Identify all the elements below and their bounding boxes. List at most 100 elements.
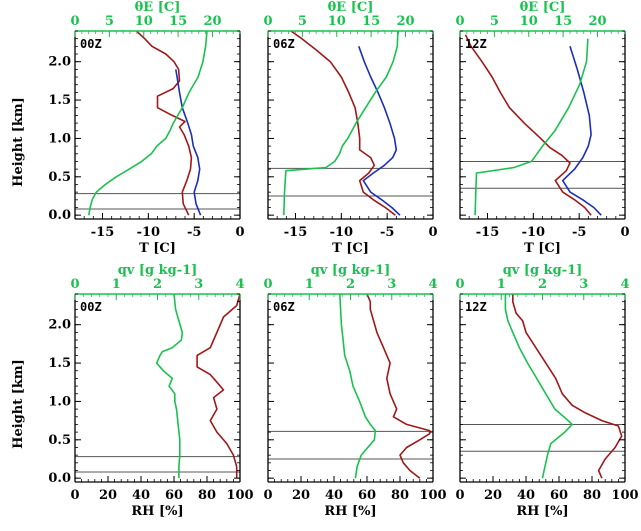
y-tick-label: 0.5 — [48, 433, 71, 448]
x-tick-label: 60 — [165, 488, 183, 503]
panel-label: 12Z — [465, 300, 487, 314]
x2-tick-label: 10 — [328, 14, 346, 29]
series-thetae-line — [474, 38, 589, 216]
x-tick-label: 40 — [517, 488, 535, 503]
x2-axis-label: θE [C] — [520, 0, 566, 15]
y-axis-label-top: Height [km] — [11, 97, 26, 187]
x2-tick-label: 4 — [620, 277, 629, 292]
x2-tick-label: 15 — [362, 14, 380, 29]
y-tick-label: 0.0 — [48, 208, 71, 223]
x-tick-label: 0 — [235, 225, 244, 240]
series-td-line — [561, 46, 602, 216]
x-tick-label: 0 — [70, 488, 79, 503]
x-tick-label: 0 — [455, 488, 464, 503]
x2-axis-label: qv [g kg-1] — [503, 263, 583, 278]
series-qv-line — [155, 294, 184, 479]
x2-tick-label: 0 — [70, 14, 79, 29]
x-tick-label: -15 — [476, 225, 500, 240]
y-tick-label: 1.5 — [48, 356, 71, 371]
y-axis-label-bottom: Height [km] — [11, 359, 26, 449]
x2-tick-label: 4 — [235, 277, 244, 292]
x2-axis-label: θE [C] — [328, 0, 374, 15]
series-rh-line — [511, 294, 623, 479]
x2-tick-label: 3 — [579, 277, 588, 292]
panel-bottom-06z: 0 20 40 60 80 100 0 1 2 3 4 06Z RH [%] qv [g kg-1] — [263, 263, 446, 519]
panel-label: 00Z — [80, 37, 102, 51]
series-rh-line — [366, 294, 431, 479]
series-t-line — [464, 34, 592, 216]
x-tick-label: 0 — [263, 488, 272, 503]
x2-tick-label: 0 — [455, 14, 464, 29]
y-tick-label: 2.0 — [48, 318, 71, 333]
x2-tick-label: 2 — [538, 277, 547, 292]
panel-label: 06Z — [273, 37, 295, 51]
series-td-line — [175, 69, 202, 216]
x-tick-label: -10 — [137, 225, 161, 240]
x-tick-label: -5 — [572, 225, 586, 240]
x2-axis-label: θE [C] — [135, 0, 181, 15]
x-tick-label: 100 — [226, 488, 253, 503]
y-tick-label: 1.0 — [48, 131, 71, 146]
x2-tick-label: 2 — [346, 277, 355, 292]
x2-tick-label: 0 — [70, 277, 79, 292]
x2-tick-label: 2 — [153, 277, 162, 292]
y-tick-label: 1.0 — [48, 394, 71, 409]
y-tick-label: 0.5 — [48, 170, 71, 185]
panel-bottom-12z: 0 20 40 60 80 100 0 1 2 3 4 12Z RH [%] qv [g kg-1] — [455, 263, 638, 519]
x2-tick-label: 10 — [520, 14, 538, 29]
x2-tick-label: 15 — [554, 14, 572, 29]
x2-tick-label: 0 — [263, 14, 272, 29]
x-tick-label: -5 — [380, 225, 394, 240]
x-tick-label: 40 — [325, 488, 343, 503]
x2-axis-label: qv [g kg-1] — [118, 263, 198, 278]
panel-label: 00Z — [80, 300, 102, 314]
x-tick-label: -15 — [284, 225, 308, 240]
x-tick-label: 20 — [484, 488, 502, 503]
panel-label: 06Z — [273, 300, 295, 314]
x2-tick-label: 1 — [305, 277, 314, 292]
x-tick-label: 0 — [428, 225, 437, 240]
x-tick-label: 80 — [198, 488, 216, 503]
x-tick-label: 80 — [391, 488, 409, 503]
series-thetae-line — [88, 31, 208, 216]
x-tick-label: 60 — [550, 488, 568, 503]
x-tick-label: 20 — [99, 488, 117, 503]
x2-tick-label: 0 — [263, 277, 272, 292]
x-axis-label: T [C] — [524, 241, 561, 256]
x2-tick-label: 20 — [203, 14, 221, 29]
series-t-line — [135, 31, 193, 216]
x-axis-label: T [C] — [139, 241, 176, 256]
series-t-line — [290, 31, 396, 216]
y-tick-label: 0.0 — [48, 471, 71, 486]
x2-tick-label: 15 — [169, 14, 187, 29]
x2-tick-label: 5 — [298, 14, 307, 29]
x2-tick-label: 3 — [387, 277, 396, 292]
panel-top-06z: -15 -10 -5 0 0 5 10 15 20 06Z T [C] θE [C] — [263, 0, 437, 256]
x-axis-label: RH [%] — [131, 504, 183, 519]
x-tick-label: 0 — [620, 225, 629, 240]
x-tick-label: 100 — [611, 488, 638, 503]
x-tick-label: -15 — [91, 225, 115, 240]
panel-top-00z: -15 -10 -5 0 0 5 10 15 20 0.0 0.5 1.0 1.5 2.0 00Z T [C]… — [48, 0, 244, 256]
x-tick-label: 40 — [132, 488, 150, 503]
x-axis-label: RH [%] — [516, 504, 568, 519]
x2-axis-label: qv [g kg-1] — [311, 263, 391, 278]
x2-tick-label: 20 — [588, 14, 606, 29]
x-tick-label: -5 — [187, 225, 201, 240]
x-tick-label: 80 — [583, 488, 601, 503]
series-td-line — [358, 46, 401, 216]
x2-tick-label: 1 — [112, 277, 121, 292]
y-tick-label: 2.0 — [48, 55, 71, 70]
x2-tick-label: 3 — [194, 277, 203, 292]
panel-top-12z: -15 -10 -5 0 0 5 10 15 20 12Z T [C] θE [C] — [455, 0, 629, 256]
x2-tick-label: 1 — [497, 277, 506, 292]
x2-tick-label: 20 — [396, 14, 414, 29]
x-tick-label: -10 — [330, 225, 354, 240]
x-tick-label: 20 — [292, 488, 310, 503]
x2-tick-label: 0 — [455, 277, 464, 292]
panel-bottom-00z: 0 20 40 60 80 100 0 1 2 3 4 0.0 0.5 1.0 1.5 2.0 00Z RH [%… — [48, 263, 253, 519]
series-qv-line — [339, 294, 377, 479]
x-tick-label: 100 — [419, 488, 446, 503]
series-thetae-line — [283, 31, 399, 216]
